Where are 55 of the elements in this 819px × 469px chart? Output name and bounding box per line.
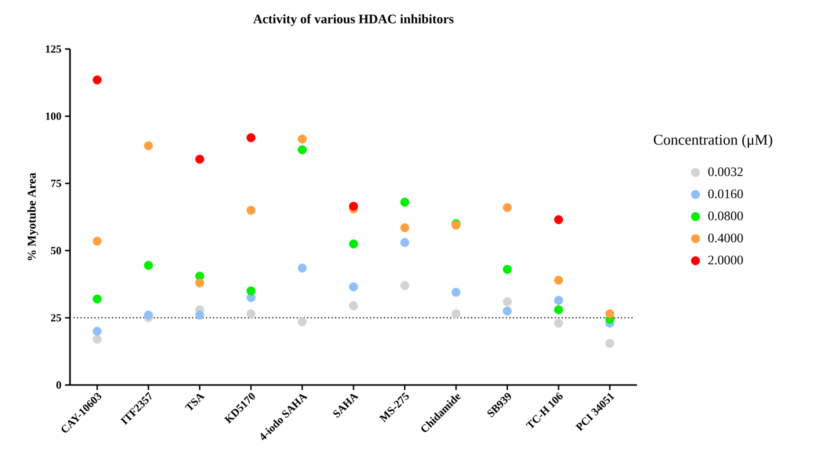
point: [349, 239, 358, 248]
y-axis-title: % Myotube Area: [27, 172, 38, 260]
y-tick-label: 125: [46, 45, 62, 53]
legend-label: 0.0160: [708, 189, 743, 198]
point: [502, 264, 512, 274]
point: [349, 282, 358, 292]
point: [400, 238, 410, 248]
point: [195, 278, 204, 288]
point: [605, 309, 614, 318]
point: [92, 75, 102, 84]
y-tick-label: 100: [46, 112, 62, 120]
point: [246, 309, 256, 318]
point: [246, 286, 256, 296]
point: [452, 309, 461, 318]
point: [144, 260, 153, 270]
point: [554, 215, 564, 224]
x-tick-label: TSA: [184, 394, 205, 411]
point: [144, 141, 153, 150]
point: [298, 264, 307, 273]
legend-label: 2.0000: [708, 256, 743, 264]
point: [400, 223, 410, 232]
point: [92, 334, 102, 344]
legend-title: Concentration (μM): [654, 134, 772, 148]
y-tick-label: 75: [51, 180, 62, 188]
legend-label: 0.4000: [708, 234, 743, 242]
point: [400, 281, 410, 290]
point: [246, 133, 256, 142]
point: [195, 310, 204, 320]
legend-label: 0.0032: [708, 167, 743, 176]
chart-title: Activity of various HDAC inhibitors: [253, 14, 454, 26]
point: [605, 338, 614, 348]
point: [246, 206, 256, 215]
point: [92, 326, 102, 336]
y-tick-label: 0: [56, 381, 62, 389]
y-tick-label: 50: [50, 246, 62, 254]
point: [502, 306, 512, 316]
point: [298, 317, 307, 326]
point: [144, 310, 153, 320]
point: [554, 296, 564, 305]
point: [502, 203, 512, 212]
point: [400, 198, 410, 207]
point: [502, 297, 512, 306]
point: [92, 236, 102, 246]
point: [554, 318, 564, 328]
y-tick-label: 25: [50, 314, 62, 322]
legend-label: 0.0800: [708, 212, 743, 220]
point: [92, 294, 102, 304]
point: [554, 276, 564, 285]
point: [349, 202, 358, 211]
point: [452, 288, 461, 297]
point: [554, 305, 564, 314]
point: [298, 134, 307, 144]
point: [349, 301, 358, 310]
point: [298, 145, 307, 154]
point: [195, 154, 204, 164]
